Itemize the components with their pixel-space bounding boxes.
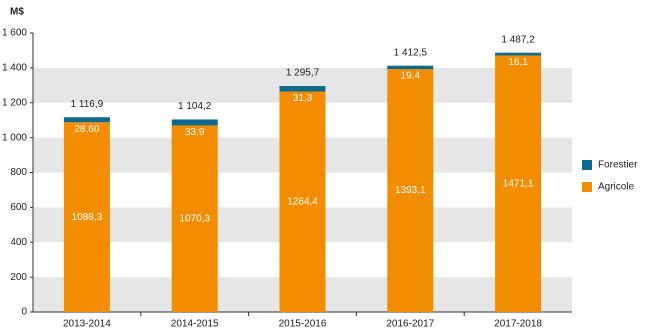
- x-tick-label: 2015-2016: [279, 319, 327, 330]
- x-tick-label: 2014-2015: [171, 319, 219, 330]
- data-label: 16,1: [508, 57, 528, 68]
- data-label: 31,3: [293, 93, 313, 104]
- data-label: 28,60: [74, 124, 99, 135]
- data-label: 19,4: [401, 71, 421, 82]
- bar-segment: [279, 91, 326, 312]
- x-tick-label: 2013-2014: [63, 319, 111, 330]
- y-tick-label: 0: [21, 307, 27, 318]
- bar-segment: [171, 119, 218, 126]
- total-label: 1 116,9: [71, 99, 104, 110]
- bar-segment: [63, 117, 110, 123]
- legend-swatch: [582, 182, 592, 192]
- bar-segment: [387, 65, 434, 70]
- bar-segment: [495, 55, 542, 313]
- x-tick-label: 2016-2017: [386, 319, 434, 330]
- y-tick-label: 1 400: [2, 63, 27, 74]
- bar-segment: [171, 125, 218, 312]
- y-tick-label: 400: [10, 237, 27, 248]
- x-tick-label: 2017-2018: [494, 319, 542, 330]
- bar-segment: [63, 122, 110, 312]
- y-tick-label: 200: [10, 272, 27, 283]
- data-label: 33,9: [185, 127, 205, 138]
- data-label: 1070,3: [179, 213, 210, 224]
- legend-label: Forestier: [598, 160, 638, 171]
- y-tick-label: 1 200: [2, 97, 27, 108]
- legend-swatch: [582, 160, 592, 170]
- total-label: 1 487,2: [501, 34, 535, 45]
- y-tick-label: 1 600: [2, 28, 27, 39]
- total-label: 1 295,7: [286, 68, 320, 79]
- y-axis-label: M$: [10, 7, 24, 18]
- data-label: 1088,3: [72, 212, 103, 223]
- total-label: 1 412,5: [394, 47, 428, 58]
- data-label: 1393,1: [395, 185, 426, 196]
- y-tick-label: 600: [10, 202, 27, 213]
- total-label: 1 104,2: [178, 101, 212, 112]
- legend-label: Agricole: [598, 182, 635, 193]
- bar-segment: [495, 52, 542, 56]
- y-tick-label: 1 000: [2, 132, 27, 143]
- bar-segment: [387, 69, 434, 312]
- data-label: 1471,1: [503, 178, 534, 189]
- bar-segment: [279, 86, 326, 92]
- data-label: 1264,4: [287, 196, 318, 207]
- y-tick-label: 800: [10, 167, 27, 178]
